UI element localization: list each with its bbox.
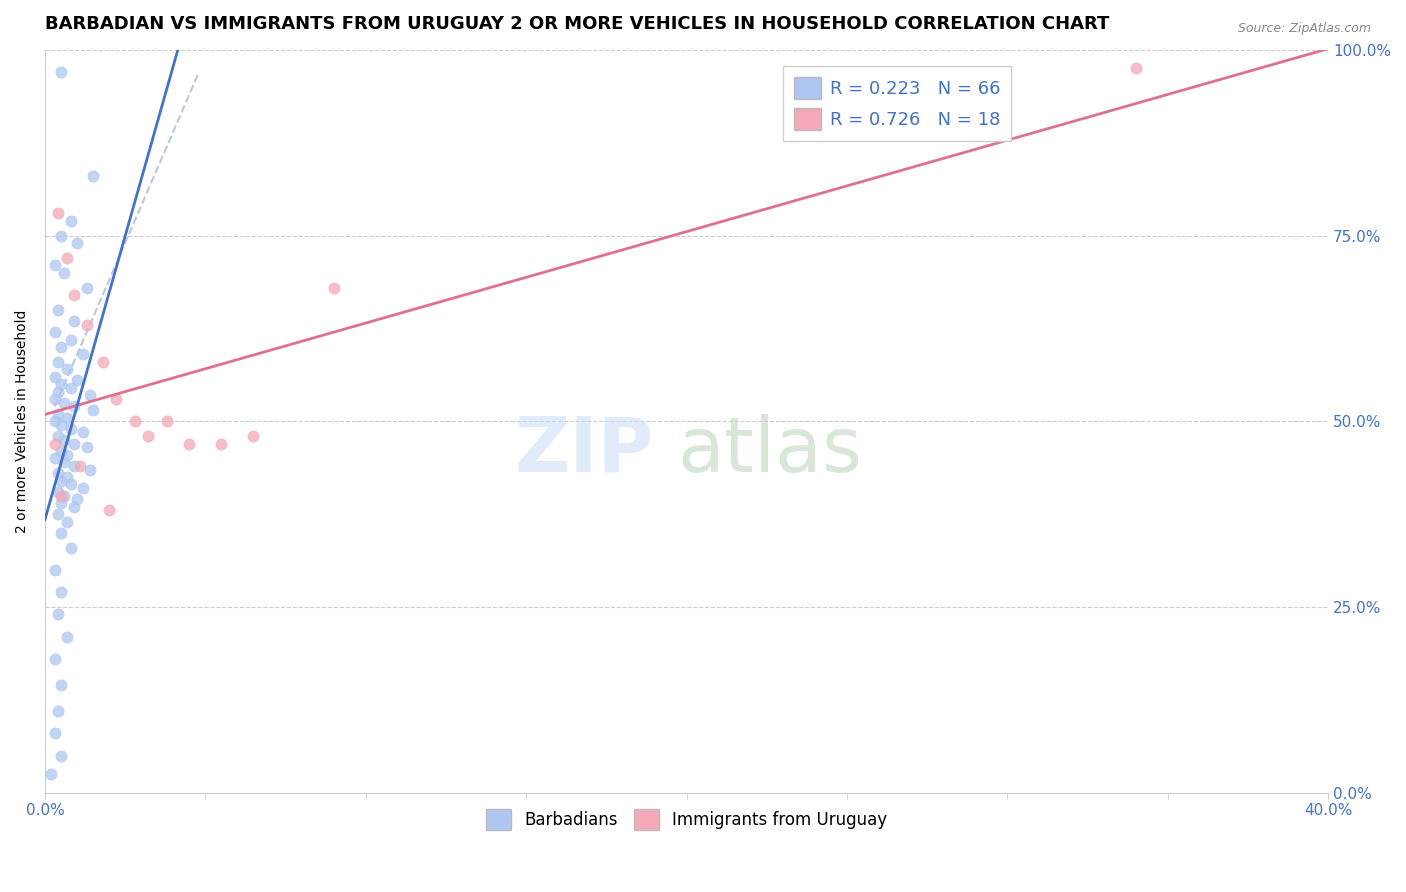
Point xyxy=(44,414,66,428)
Point xyxy=(56,410,79,425)
Point xyxy=(156,414,179,428)
Text: atlas: atlas xyxy=(678,414,862,488)
Point xyxy=(179,436,201,450)
Point xyxy=(49,489,72,503)
Point xyxy=(136,429,159,443)
Point xyxy=(46,607,69,622)
Point xyxy=(46,355,69,369)
Point xyxy=(44,563,66,577)
Point xyxy=(91,355,114,369)
Point xyxy=(66,373,89,387)
Point xyxy=(63,314,86,328)
Point xyxy=(56,470,79,484)
Point xyxy=(53,395,76,409)
Point xyxy=(69,458,91,473)
Point xyxy=(53,455,76,469)
Point xyxy=(46,507,69,521)
Point xyxy=(56,362,79,376)
Point xyxy=(49,525,72,540)
Point xyxy=(46,302,69,317)
Point xyxy=(46,484,69,499)
Point xyxy=(104,392,127,406)
Y-axis label: 2 or more Vehicles in Household: 2 or more Vehicles in Household xyxy=(15,310,30,533)
Point xyxy=(209,436,232,450)
Text: Source: ZipAtlas.com: Source: ZipAtlas.com xyxy=(1237,22,1371,36)
Point xyxy=(56,448,79,462)
Point xyxy=(49,585,72,599)
Point xyxy=(49,417,72,432)
Point xyxy=(66,492,89,507)
Point xyxy=(59,333,82,347)
Point xyxy=(53,489,76,503)
Point xyxy=(44,652,66,666)
Point xyxy=(44,392,66,406)
Point xyxy=(44,325,66,339)
Point xyxy=(63,400,86,414)
Point xyxy=(322,280,344,294)
Point xyxy=(46,384,69,399)
Point xyxy=(63,288,86,302)
Point xyxy=(46,206,69,220)
Point xyxy=(49,474,72,488)
Point xyxy=(49,496,72,510)
Point xyxy=(63,458,86,473)
Point xyxy=(49,377,72,392)
Point xyxy=(49,340,72,354)
Point xyxy=(56,251,79,265)
Text: BARBADIAN VS IMMIGRANTS FROM URUGUAY 2 OR MORE VEHICLES IN HOUSEHOLD CORRELATION: BARBADIAN VS IMMIGRANTS FROM URUGUAY 2 O… xyxy=(45,15,1109,33)
Point xyxy=(46,704,69,718)
Point xyxy=(59,541,82,555)
Text: ZIP: ZIP xyxy=(515,414,654,488)
Point xyxy=(49,65,72,79)
Point xyxy=(79,388,101,402)
Point xyxy=(49,678,72,692)
Point xyxy=(44,436,66,450)
Point xyxy=(59,477,82,491)
Point xyxy=(63,436,86,450)
Point xyxy=(66,235,89,250)
Point xyxy=(98,503,121,517)
Point xyxy=(46,407,69,421)
Point xyxy=(59,213,82,227)
Point xyxy=(242,429,264,443)
Point xyxy=(53,266,76,280)
Point xyxy=(82,169,104,183)
Point xyxy=(46,429,69,443)
Point xyxy=(82,403,104,417)
Point xyxy=(49,748,72,763)
Point xyxy=(124,414,146,428)
Point xyxy=(76,440,98,454)
Point xyxy=(49,444,72,458)
Point xyxy=(72,425,94,440)
Point xyxy=(76,280,98,294)
Point xyxy=(79,462,101,476)
Point xyxy=(53,433,76,447)
Point xyxy=(59,422,82,436)
Point xyxy=(44,369,66,384)
Point xyxy=(72,347,94,361)
Point xyxy=(49,228,72,243)
Point xyxy=(41,767,63,781)
Point xyxy=(59,381,82,395)
Point xyxy=(44,726,66,740)
Point xyxy=(72,481,94,495)
Point xyxy=(63,500,86,514)
Point xyxy=(76,318,98,332)
Legend: Barbadians, Immigrants from Uruguay: Barbadians, Immigrants from Uruguay xyxy=(479,803,894,837)
Point xyxy=(1125,62,1147,76)
Point xyxy=(56,630,79,644)
Point xyxy=(44,258,66,272)
Point xyxy=(44,451,66,466)
Point xyxy=(56,515,79,529)
Point xyxy=(46,467,69,481)
